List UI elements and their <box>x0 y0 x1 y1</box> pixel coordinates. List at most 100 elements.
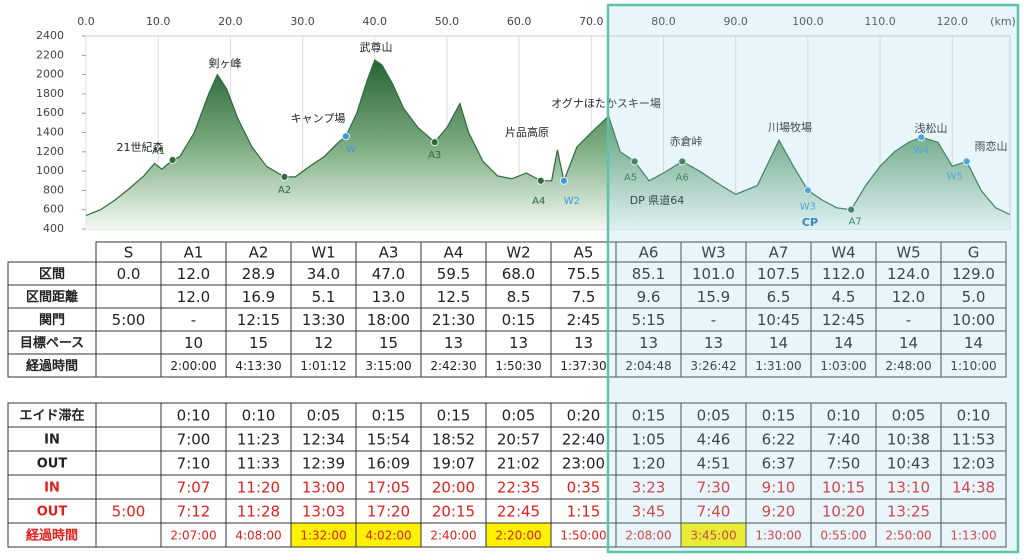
waypoint-label: A7 <box>849 217 862 228</box>
cell <box>95 284 162 309</box>
cell-text: 7:40 <box>697 503 731 521</box>
header-text: W4 <box>831 244 855 262</box>
cell-text: 18:00 <box>367 311 410 329</box>
waypoint-label: A2 <box>278 185 291 196</box>
cell-text: 7:07 <box>177 479 211 497</box>
cell-text: 15 <box>249 334 268 352</box>
x-tick-label: 40.0 <box>363 15 388 28</box>
cell-text: 10:38 <box>887 431 930 449</box>
y-tick-label: 1800 <box>36 87 64 100</box>
cell-text: 7:30 <box>697 479 731 497</box>
x-tick-label: 70.0 <box>579 15 604 28</box>
waypoint-label: A5 <box>624 172 637 183</box>
cell-text: 1:37:30 <box>560 359 606 373</box>
cell-text: 13 <box>704 334 723 352</box>
cell-text: 12 <box>314 334 333 352</box>
cell-text: 1:01:12 <box>300 359 346 373</box>
header-text: A1 <box>184 244 204 262</box>
cell-text: 9:10 <box>762 479 796 497</box>
cell-text: 19:07 <box>432 455 475 473</box>
cell-text: 10:43 <box>887 455 930 473</box>
cell <box>940 522 1007 548</box>
cell-text: 8.5 <box>507 288 531 306</box>
cell-text: 10:00 <box>952 311 995 329</box>
cell-text: 20:00 <box>432 479 475 497</box>
cell <box>95 353 162 378</box>
waypoint <box>917 133 926 142</box>
x-tick-label: 50.0 <box>435 15 460 28</box>
cell-text: 14 <box>964 334 983 352</box>
place-label: 片品高原 <box>505 125 549 139</box>
cell-text: 12.0 <box>177 265 210 283</box>
cell-text: 1:31:00 <box>755 359 801 373</box>
cell-text: 12.0 <box>177 288 210 306</box>
cell-text: 13 <box>444 334 463 352</box>
cell <box>95 450 162 476</box>
cell-text: 10:20 <box>822 503 865 521</box>
place-label: 剣ヶ峰 <box>209 57 242 70</box>
cell-text: 0:15 <box>372 407 406 425</box>
cell-text: 68.0 <box>502 265 535 283</box>
y-tick-label: 600 <box>43 203 64 216</box>
cell-text: 0:10 <box>242 407 276 425</box>
cell-text: 0:35 <box>567 479 601 497</box>
header-text: W1 <box>311 244 335 262</box>
cell-text: 6.5 <box>767 288 791 306</box>
cell-text: 3:15:00 <box>365 359 411 373</box>
waypoint <box>559 176 568 185</box>
cell-text: 23:00 <box>562 455 605 473</box>
waypoint <box>678 157 687 166</box>
waypoint <box>630 157 639 166</box>
cell-text: 1:10:00 <box>950 359 996 373</box>
row-label: 区間距離 <box>26 289 78 305</box>
tables: S A1 A2 W1 A3 A4 W2 A5 A6 W3 A7 W4 W5 G 区間 0.0 12.0 28.9 3… <box>7 241 1007 548</box>
place-label: 浅松山 <box>915 121 948 135</box>
cell-text: 12.0 <box>892 288 925 306</box>
cell-text: 13:10 <box>887 479 930 497</box>
place-label: 武尊山 <box>360 40 393 54</box>
waypoint <box>430 138 439 147</box>
cell-text: 0:05 <box>502 407 536 425</box>
cell <box>940 353 1007 378</box>
waypoint <box>536 176 545 185</box>
cell-text: 15 <box>379 334 398 352</box>
cell-text: 1:20 <box>632 455 666 473</box>
y-tick-label: 1600 <box>36 106 64 119</box>
cell-text: 7:40 <box>827 431 861 449</box>
place-label: 赤倉峠 <box>670 134 703 148</box>
waypoint <box>341 132 350 141</box>
row-label: 経過時間 <box>26 358 78 374</box>
header-text: W3 <box>701 244 725 262</box>
cell-text: 28.9 <box>242 265 275 283</box>
cell-text: 59.5 <box>437 265 470 283</box>
cell-text: 11:20 <box>237 479 280 497</box>
cell-text: 0:15 <box>762 407 796 425</box>
cell-text: 11:23 <box>237 431 280 449</box>
cell-text: 16:09 <box>367 455 410 473</box>
elevation-line <box>85 59 1011 217</box>
cell-text: 0:10 <box>957 407 991 425</box>
cell-text: 7:50 <box>827 455 861 473</box>
cell-text: 12.5 <box>437 288 470 306</box>
waypoint-label: W <box>346 144 356 155</box>
x-tick-label: 20.0 <box>218 15 243 28</box>
cell-text: 22:45 <box>497 503 540 521</box>
header-text: A2 <box>249 244 269 262</box>
cell-text: 5.0 <box>962 288 986 306</box>
cell-text: 20:15 <box>432 503 475 521</box>
cell-text: 2:45 <box>567 311 601 329</box>
cell-text: 12:15 <box>237 311 280 329</box>
cell-text: 7:10 <box>177 455 211 473</box>
row-label: IN <box>44 481 60 496</box>
y-tick-label: 1000 <box>36 164 64 177</box>
waypoint-label: W4 <box>913 145 929 156</box>
cell-text: 14 <box>899 334 918 352</box>
place-label: 雨恋山 <box>975 139 1008 153</box>
cell-text: 17:05 <box>367 479 410 497</box>
row-label: 経過時間 <box>26 528 78 544</box>
y-tick-label: 2000 <box>36 68 64 81</box>
header-text: A3 <box>379 244 399 262</box>
x-tick-label: 60.0 <box>507 15 532 28</box>
waypoint-label: A3 <box>428 150 441 161</box>
